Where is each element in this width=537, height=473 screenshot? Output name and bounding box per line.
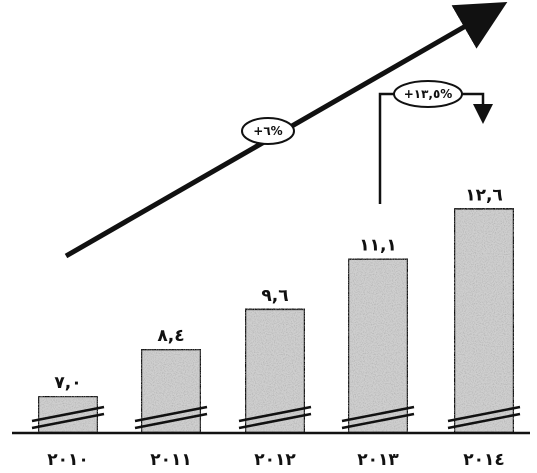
axis-break-slash: [238, 405, 312, 423]
x-tick-label: ٢٠١٠: [47, 450, 89, 470]
value-label: ٨,٤: [157, 326, 184, 346]
bars-group: [31, 207, 521, 435]
axis-break-slash: [341, 405, 415, 423]
axis-break-slash: [447, 412, 521, 430]
axis-break-slash: [134, 412, 208, 430]
axis-break-slash: [134, 405, 208, 423]
axis-break-slash: [341, 412, 415, 430]
bar-4: [447, 207, 521, 435]
trend-badge: [241, 117, 295, 145]
growth-badge: [393, 80, 463, 108]
x-tick-label: ٢٠١٣: [357, 450, 399, 470]
x-tick-label: ٢٠١٢: [254, 450, 296, 470]
bar-0: [31, 394, 105, 435]
value-labels: ٧,٠ ٨,٤ ٩,٦ ١١,١ ١٢,٦: [54, 185, 502, 393]
bar-3: [341, 257, 415, 435]
axis-break-slash: [31, 412, 105, 430]
bar-rect: [139, 347, 203, 435]
bar-1: [134, 347, 208, 435]
value-label: ٩,٦: [261, 286, 288, 306]
bar-rect: [452, 207, 516, 435]
bar-rect: [243, 307, 307, 435]
x-tick-label: ٢٠١٤: [463, 450, 505, 470]
trend-badge-label: +٦%: [253, 124, 282, 138]
axis-break-slash: [31, 405, 105, 423]
value-label: ١١,١: [359, 236, 397, 256]
x-tick-label: ٢٠١١: [150, 450, 192, 470]
axis-break-slash: [238, 412, 312, 430]
x-tick-labels: ٢٠١٠ ٢٠١١ ٢٠١٢ ٢٠١٣ ٢٠١٤: [47, 450, 505, 470]
axis-break-slash: [447, 405, 521, 423]
bar-rect: [346, 257, 410, 435]
growth-badge-label: +١٣,٥%: [404, 87, 453, 101]
value-label: ١٢,٦: [465, 185, 503, 205]
bar-2: [238, 307, 312, 435]
value-label: ٧,٠: [54, 373, 81, 393]
